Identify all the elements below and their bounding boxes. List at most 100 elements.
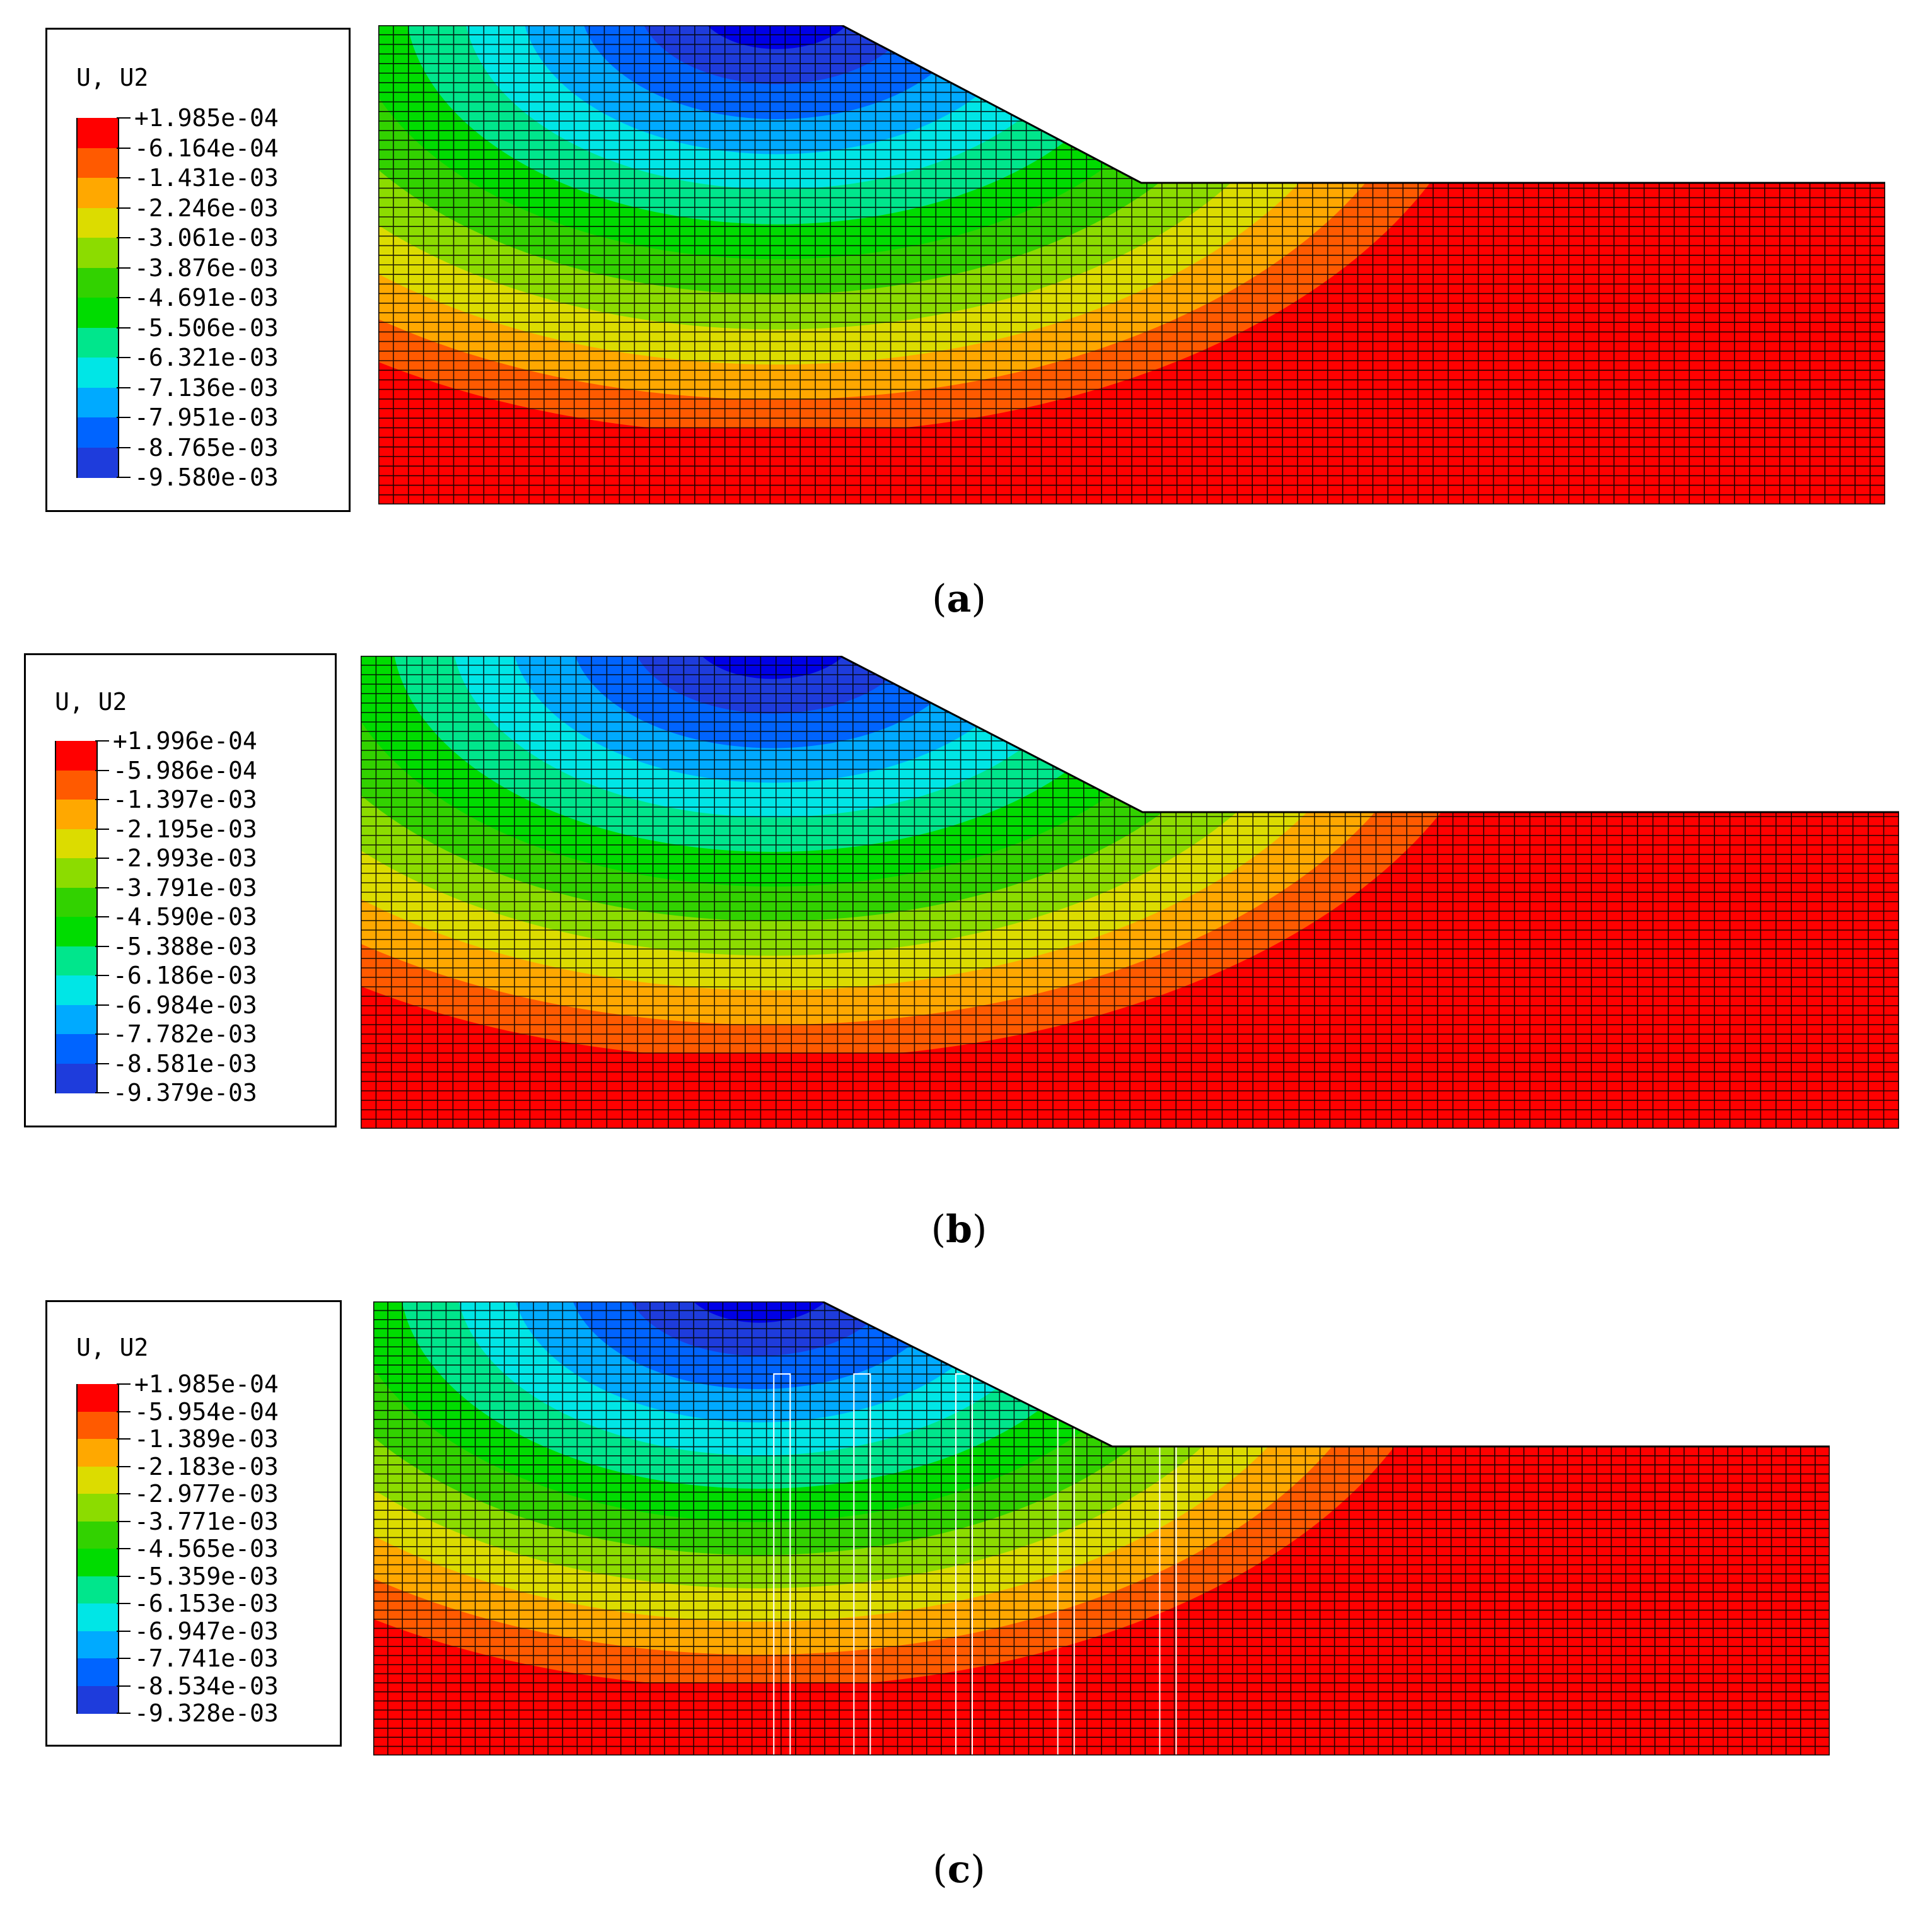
legend-value: -7.136e-03	[134, 373, 279, 402]
legend-tick	[95, 945, 109, 947]
legend-value: -9.379e-03	[113, 1079, 257, 1107]
legend-swatch	[55, 946, 98, 976]
legend-box: U, U2 +1.996e-04 -5.986e-04 -1.397e-03 -2.1…	[24, 653, 337, 1127]
legend-swatch	[76, 267, 119, 298]
legend-swatch	[76, 1521, 119, 1549]
legend-swatch	[76, 417, 119, 448]
legend-tick	[117, 267, 131, 269]
legend-swatch	[76, 358, 119, 388]
legend-title: U, U2	[55, 688, 127, 716]
pile	[853, 1373, 871, 1755]
legend-tick	[117, 1493, 131, 1494]
legend-value: +1.996e-04	[113, 727, 257, 755]
legend-tick	[117, 1713, 131, 1714]
legend-value: +1.985e-04	[134, 1370, 279, 1398]
contour-plot	[378, 25, 1885, 504]
contour-band	[637, 25, 917, 84]
legend-tick	[117, 357, 131, 358]
legend-value: -2.246e-03	[134, 194, 279, 222]
legend-swatch	[76, 1466, 119, 1494]
panel-a: U, U2 +1.985e-04 -6.164e-04 -1.431e-03 -2.2…	[0, 0, 1918, 631]
contour-band	[624, 1301, 895, 1356]
legend-swatch	[76, 1576, 119, 1604]
legend-tick	[117, 1411, 131, 1412]
contour-plot	[373, 1301, 1830, 1755]
legend-swatch	[55, 770, 98, 800]
legend-value: +1.985e-04	[134, 104, 279, 132]
panel-caption: (b)	[931, 1208, 987, 1252]
legend-tick	[95, 799, 109, 800]
legend-value: -6.947e-03	[134, 1617, 279, 1645]
legend-value: -4.590e-03	[113, 903, 257, 931]
legend-tick	[95, 858, 109, 859]
legend-value: -1.389e-03	[134, 1425, 279, 1453]
legend-tick	[95, 1062, 109, 1064]
legend-tick	[117, 327, 131, 329]
legend-value: -7.741e-03	[134, 1644, 279, 1672]
legend-swatch	[55, 800, 98, 830]
mesh-grid	[378, 25, 1885, 504]
panel-b: U, U2 +1.996e-04 -5.986e-04 -1.397e-03 -2.1…	[24, 653, 1899, 1252]
legend-tick	[117, 1383, 131, 1385]
legend-swatch	[76, 1631, 119, 1659]
legend-swatch	[76, 327, 119, 358]
legend-swatch	[55, 1034, 98, 1064]
legend-value: -2.183e-03	[134, 1452, 279, 1481]
legend-swatch	[76, 1658, 119, 1687]
legend-value: -4.565e-03	[134, 1535, 279, 1562]
legend-swatch	[76, 1439, 119, 1467]
legend-value: -3.061e-03	[134, 224, 279, 252]
legend-value: -3.876e-03	[134, 253, 279, 282]
legend-tick	[117, 1465, 131, 1467]
legend-value: -5.506e-03	[134, 313, 279, 342]
legend-swatch	[76, 118, 119, 149]
legend-tick	[95, 828, 109, 830]
legend-value: -8.581e-03	[113, 1049, 257, 1078]
legend-value: -2.195e-03	[113, 815, 257, 843]
legend-swatch	[55, 1063, 98, 1093]
legend-tick	[117, 446, 131, 448]
panel-caption: (c)	[933, 1848, 985, 1892]
legend-tick	[95, 740, 109, 742]
legend-swatch	[55, 917, 98, 947]
legend-tick	[95, 1004, 109, 1006]
legend-value: -6.984e-03	[113, 991, 257, 1019]
legend-value: -7.951e-03	[134, 404, 279, 431]
legend-tick	[117, 1438, 131, 1440]
legend-value: -7.782e-03	[113, 1020, 257, 1048]
legend-tick	[117, 177, 131, 178]
pile	[773, 1373, 791, 1755]
legend-value: -1.431e-03	[134, 164, 279, 192]
legend-title: U, U2	[76, 64, 149, 91]
legend-value: -5.986e-04	[113, 756, 257, 784]
legend-tick	[95, 887, 109, 888]
legend-tick	[117, 297, 131, 298]
legend-swatch	[76, 1549, 119, 1577]
legend-box: U, U2 +1.985e-04 -5.954e-04 -1.389e-03 -2.1…	[45, 1300, 342, 1747]
legend-tick	[95, 916, 109, 917]
legend-value: -9.328e-03	[134, 1699, 279, 1727]
contour-band	[630, 656, 916, 714]
legend-value: -4.691e-03	[134, 284, 279, 311]
legend-swatch	[76, 1494, 119, 1522]
legend-tick	[117, 1658, 131, 1659]
legend-value: -3.791e-03	[113, 873, 257, 902]
legend-tick	[117, 417, 131, 418]
legend-tick	[117, 387, 131, 388]
legend-tick	[95, 1033, 109, 1035]
legend-value: -6.164e-04	[134, 134, 279, 162]
legend-value: -1.397e-03	[113, 786, 257, 813]
legend-swatch	[55, 887, 98, 917]
legend-tick	[117, 1548, 131, 1549]
contour-band	[567, 1301, 951, 1390]
legend-swatch	[55, 829, 98, 859]
legend-tick	[117, 117, 131, 119]
legend-value: -5.359e-03	[134, 1562, 279, 1590]
legend-swatch	[55, 858, 98, 888]
legend-tick	[117, 1575, 131, 1577]
legend-swatch	[55, 741, 98, 771]
legend-value: -8.534e-03	[134, 1672, 279, 1700]
pile	[955, 1373, 973, 1755]
legend-swatch	[76, 238, 119, 269]
legend-tick	[117, 207, 131, 209]
